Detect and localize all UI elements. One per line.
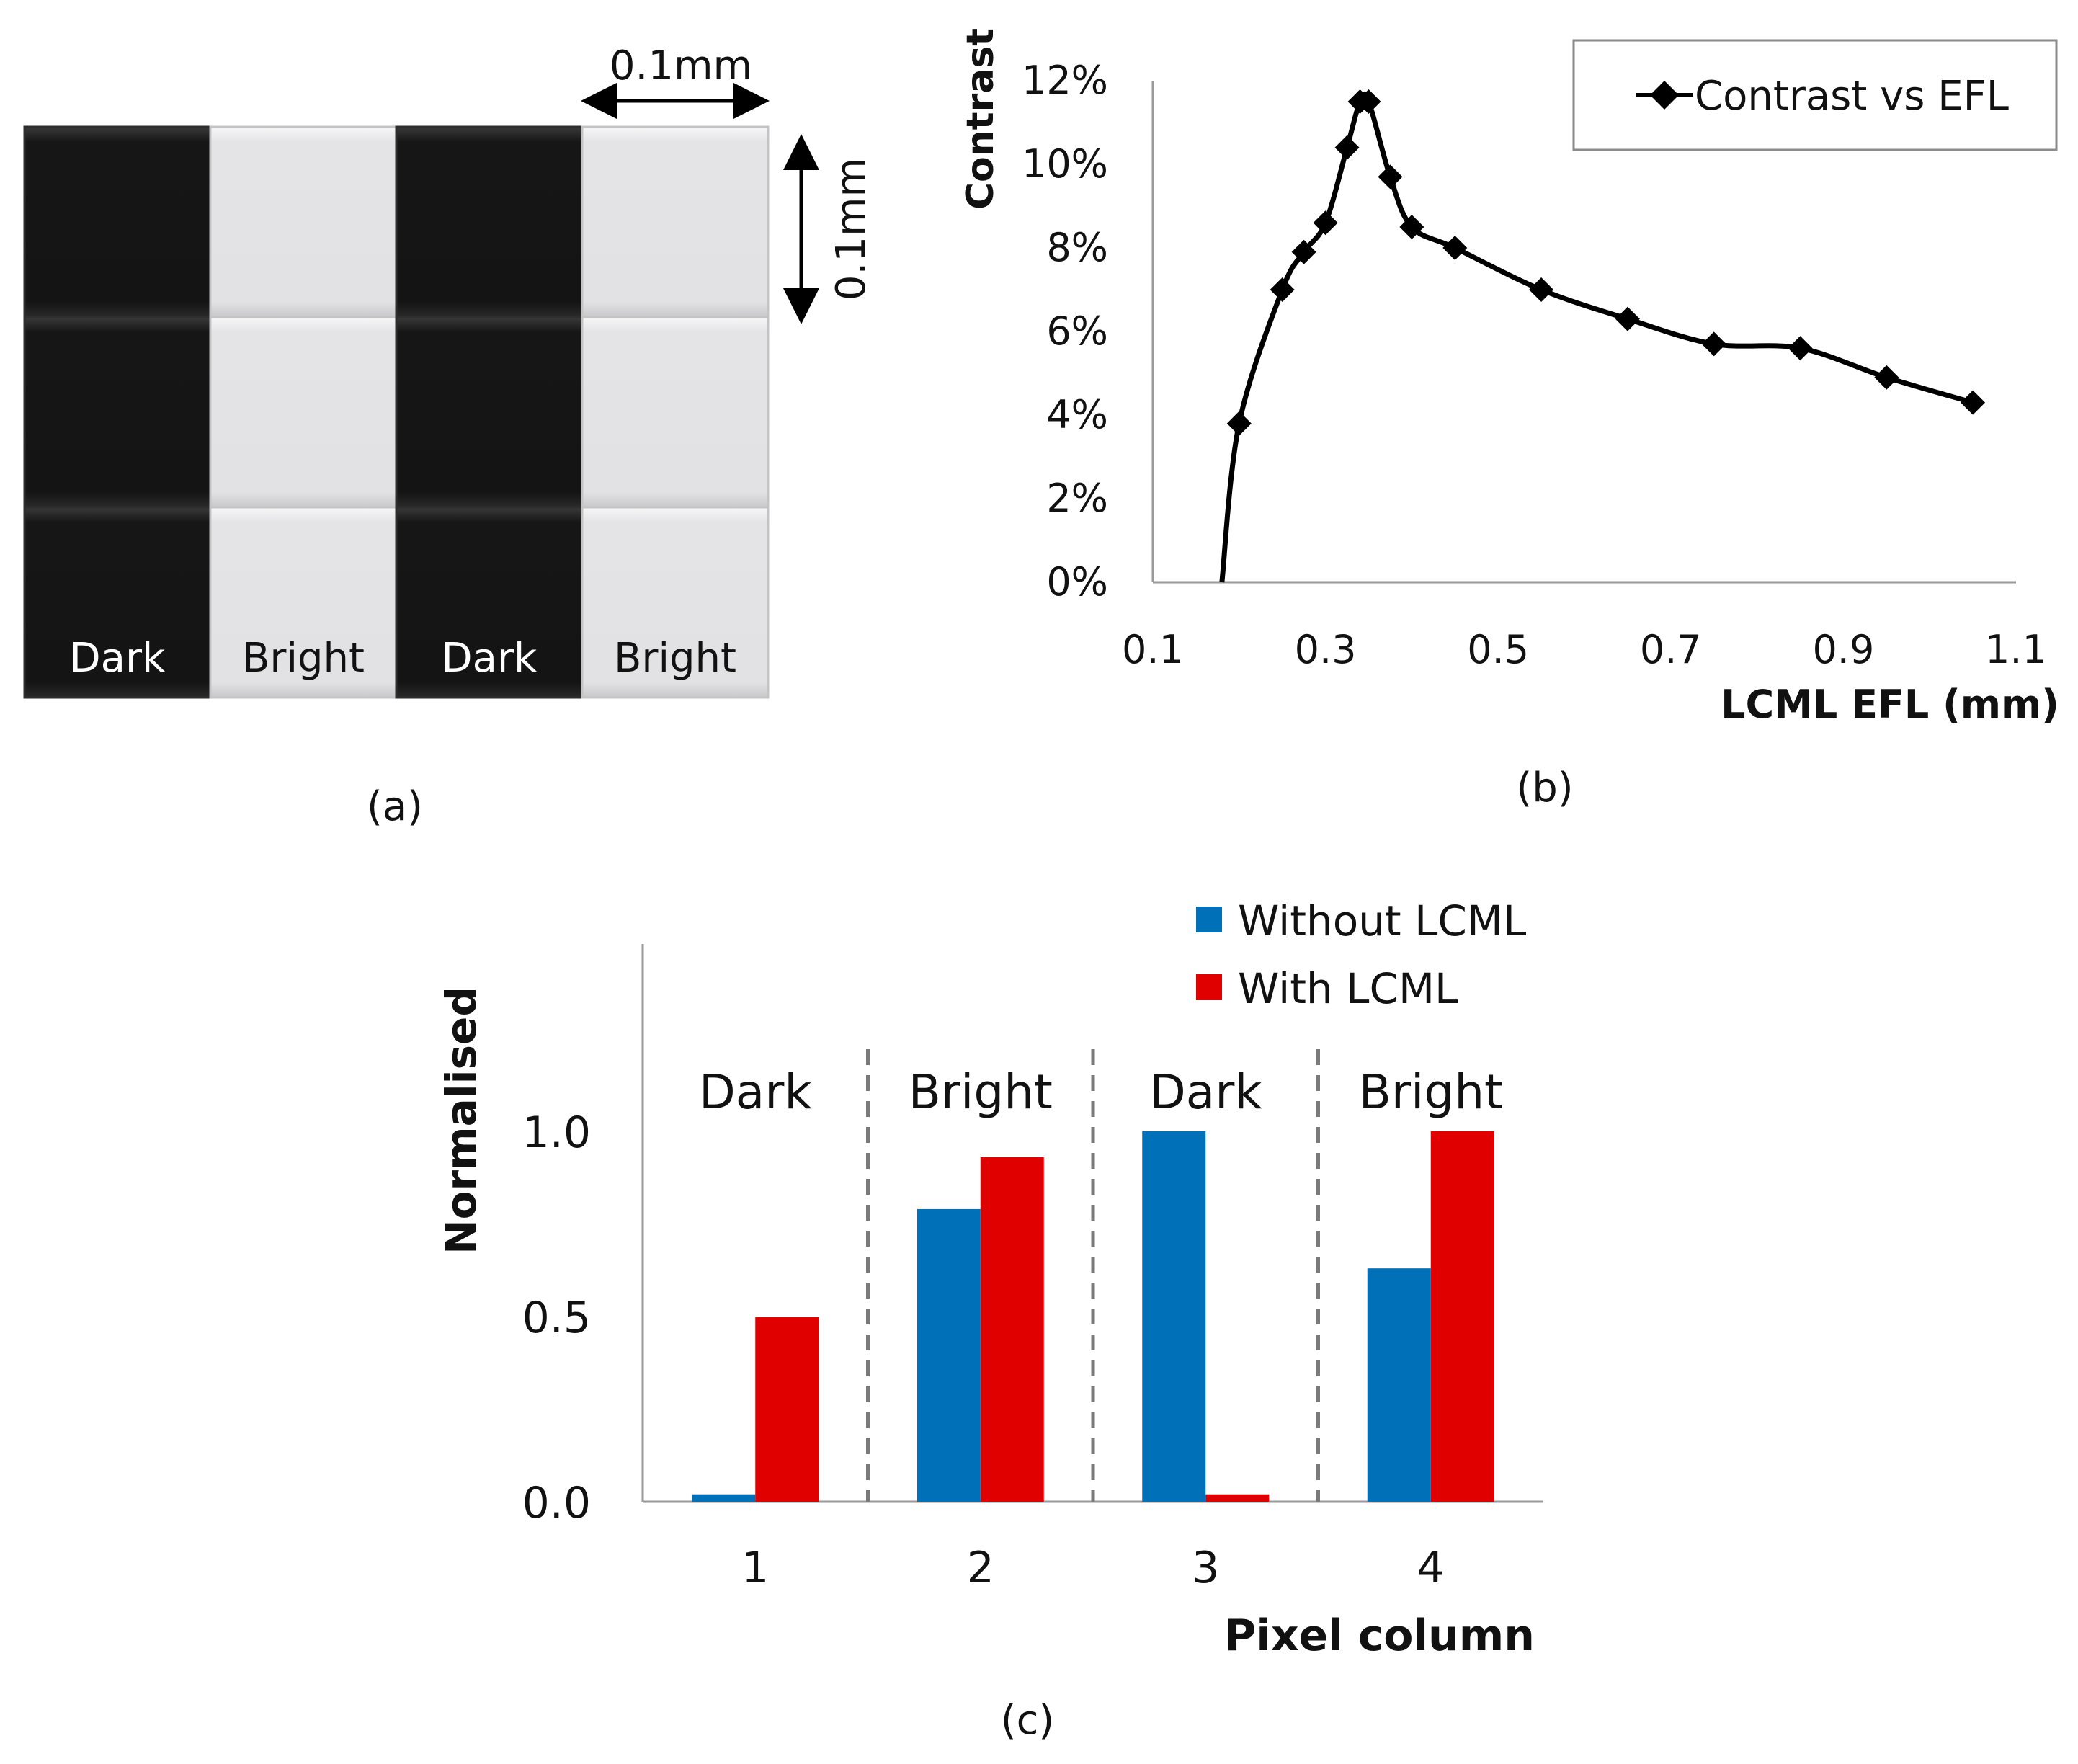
x-tick-label: 3 — [1192, 1543, 1219, 1593]
data-point — [1529, 277, 1554, 302]
x-tick-label: 1.1 — [1985, 627, 2047, 672]
y-tick-labels: 0.0 0.5 1.0 — [522, 1108, 591, 1528]
x-tick-label: 0.7 — [1640, 627, 1702, 672]
bar-without-lcml — [692, 1494, 756, 1502]
x-tick-label: 2 — [967, 1543, 994, 1593]
column-label: Bright — [614, 635, 736, 682]
grid-cell — [209, 125, 398, 318]
y-tick-label: 6% — [1046, 308, 1108, 354]
data-point — [1334, 135, 1360, 160]
grid-cell — [395, 316, 584, 509]
grid-cell — [23, 316, 212, 509]
x-tick-labels: 0.1 0.3 0.5 0.7 0.9 1.1 — [1122, 627, 2047, 672]
bars — [692, 1131, 1494, 1502]
bar-without-lcml — [1367, 1268, 1431, 1502]
region-label: Dark — [1149, 1064, 1262, 1120]
x-axis-title: LCML EFL (mm) — [1721, 682, 2059, 727]
y-tick-label: 12% — [1022, 58, 1108, 103]
data-point — [1378, 164, 1403, 190]
panel-b-caption: (b) — [1516, 765, 1573, 811]
region-label: Bright — [909, 1064, 1053, 1120]
grid-cell — [209, 506, 398, 699]
data-point — [1270, 277, 1295, 302]
legend-swatch-without-lcml — [1196, 906, 1222, 932]
data-point — [1313, 210, 1338, 236]
bar-without-lcml — [917, 1208, 981, 1502]
panel-b-line-chart: 0% 2% 4% 6% 8% 10% 12% 0.1 0.3 0.5 0.7 0.9 1.1 Cont… — [959, 28, 2059, 811]
grid-cell — [395, 506, 584, 699]
horizontal-dimension-label: 0.1mm — [610, 43, 752, 89]
panel-a-checkerboard: Dark Bright Dark Bright 0.1mm 0.1mm (a) — [23, 43, 875, 830]
column-label: Dark — [70, 635, 166, 682]
grid-cell — [395, 125, 584, 318]
x-tick-label: 0.5 — [1467, 627, 1529, 672]
panel-c-caption: (c) — [1001, 1697, 1054, 1744]
y-tick-label: 10% — [1022, 141, 1108, 187]
column-label: Bright — [242, 635, 365, 682]
legend-label: Contrast vs EFL — [1695, 73, 2009, 120]
data-point — [1442, 236, 1468, 260]
panel-c-bar-chart: 0.0 0.5 1.0 1 2 3 4 Dark Bright Dark Bright Norm… — [437, 896, 1543, 1744]
x-tick-label: 1 — [741, 1543, 769, 1593]
column-dividers — [866, 1049, 1320, 1502]
column-label: Dark — [442, 635, 538, 682]
bar-with-lcml — [980, 1157, 1044, 1502]
grid-cell — [581, 316, 770, 509]
grid-cell — [209, 316, 398, 509]
x-tick-label: 0.3 — [1295, 627, 1357, 672]
column-region-labels: Dark Bright Dark Bright — [699, 1064, 1503, 1120]
grid-cell — [581, 125, 770, 318]
x-tick-label: 4 — [1417, 1543, 1445, 1593]
data-point — [1874, 365, 1899, 390]
y-tick-label: 4% — [1046, 392, 1108, 437]
region-label: Dark — [699, 1064, 812, 1120]
vertical-dimension-label: 0.1mm — [828, 158, 875, 300]
data-point — [1961, 390, 1986, 415]
grid-cell — [23, 506, 212, 699]
bar-with-lcml — [755, 1317, 819, 1502]
bar-without-lcml — [1142, 1131, 1206, 1502]
y-tick-label: 8% — [1046, 225, 1108, 270]
y-tick-label: 0.0 — [522, 1478, 591, 1528]
panel-a-caption: (a) — [367, 783, 423, 830]
data-markers — [1226, 89, 1986, 436]
y-tick-label: 1.0 — [522, 1108, 591, 1158]
region-label: Bright — [1359, 1064, 1503, 1120]
y-tick-label: 0.5 — [522, 1293, 591, 1343]
grid-cell — [581, 506, 770, 699]
data-point — [1399, 215, 1424, 239]
x-axis-title: Pixel column — [1224, 1611, 1535, 1661]
legend-label-with-lcml: With LCML — [1238, 964, 1458, 1013]
data-point — [1226, 411, 1252, 436]
x-tick-label: 0.9 — [1812, 627, 1874, 672]
data-point — [1615, 306, 1640, 331]
legend: Without LCML With LCML — [1196, 896, 1526, 1013]
y-axis-title: Contrast — [959, 28, 1002, 210]
data-point — [1291, 239, 1316, 264]
bar-with-lcml — [1205, 1494, 1270, 1502]
y-tick-label: 0% — [1046, 559, 1108, 605]
legend: Contrast vs EFL — [1572, 39, 2058, 151]
legend-label-without-lcml: Without LCML — [1238, 896, 1526, 945]
data-point — [1788, 336, 1813, 361]
grid-cell — [23, 125, 212, 318]
legend-swatch-with-lcml — [1196, 974, 1222, 1000]
contrast-curve — [1219, 91, 1974, 583]
x-tick-label: 0.1 — [1122, 627, 1184, 672]
x-tick-labels: 1 2 3 4 — [741, 1543, 1445, 1593]
checkerboard-grid: Dark Bright Dark Bright — [23, 125, 770, 699]
y-tick-label: 2% — [1046, 476, 1108, 521]
y-axis-title: Normalised — [437, 986, 486, 1255]
data-point — [1356, 89, 1381, 114]
legend-marker-swatch — [1650, 81, 1679, 110]
data-point — [1701, 331, 1726, 357]
bar-with-lcml — [1430, 1131, 1494, 1502]
y-tick-labels: 0% 2% 4% 6% 8% 10% 12% — [1022, 58, 1108, 605]
